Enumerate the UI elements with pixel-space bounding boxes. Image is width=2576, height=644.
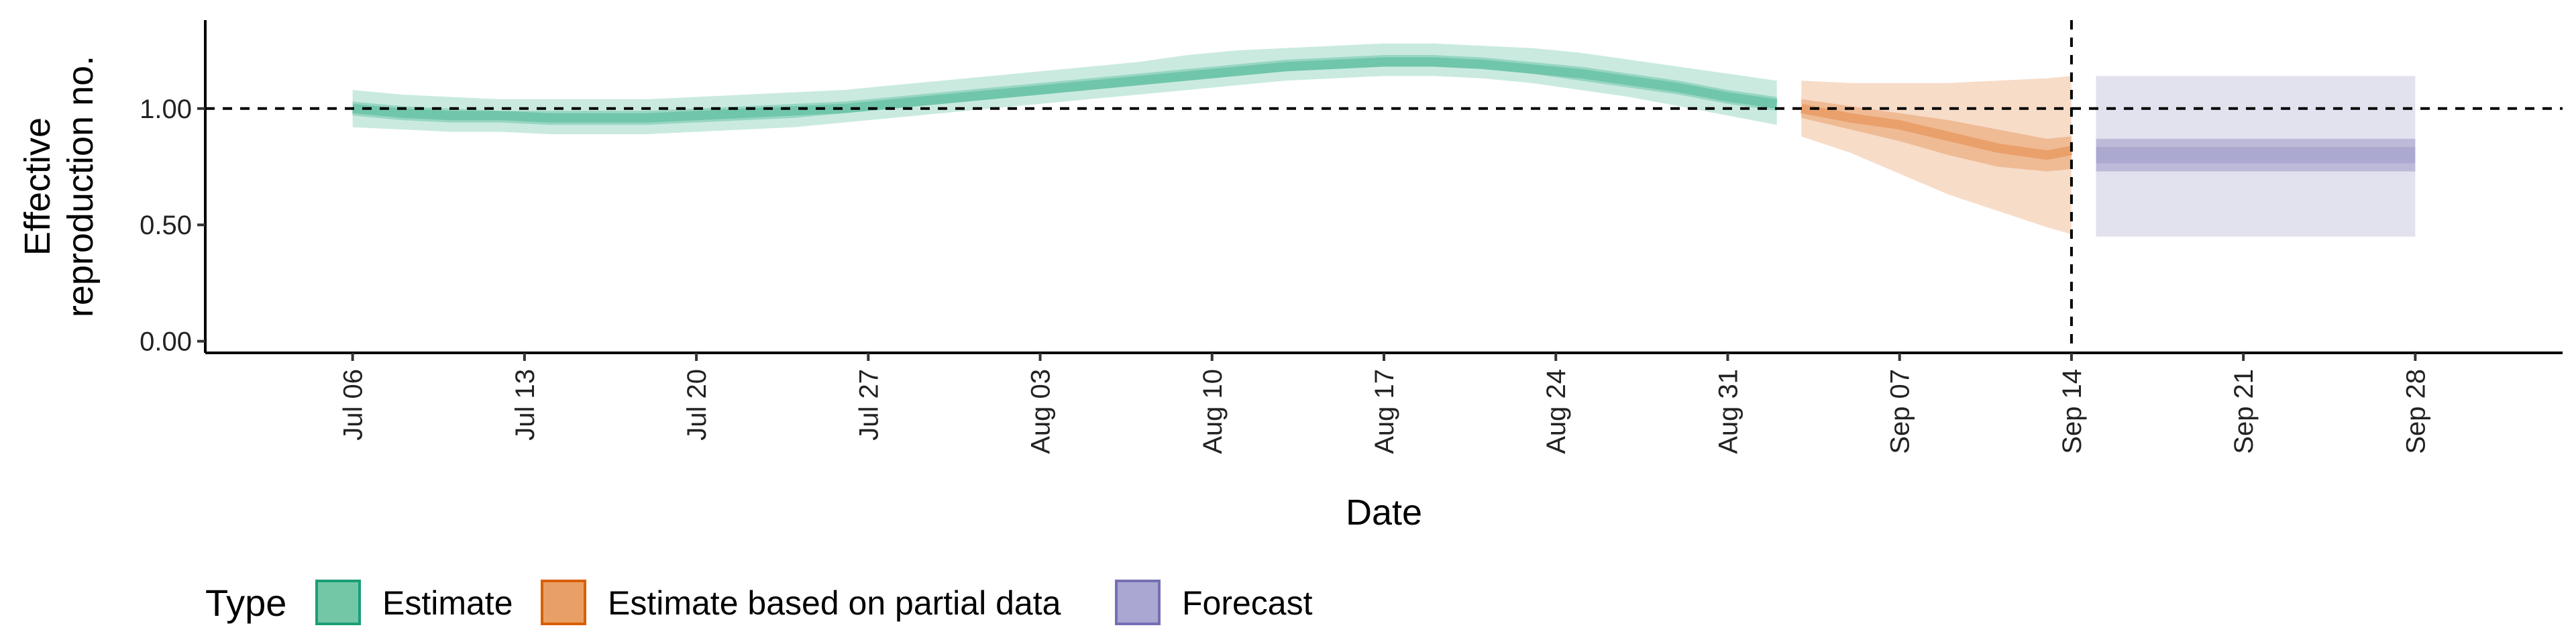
x-tick-label: Jul 06	[339, 369, 368, 441]
y-tick-label: 0.00	[140, 327, 192, 357]
legend-swatch-forecast	[1115, 580, 1161, 625]
legend-label-partial: Estimate based on partial data	[608, 584, 1061, 622]
x-tick-label: Aug 24	[1542, 369, 1571, 454]
legend-title: Type	[205, 582, 286, 624]
x-axis-title: Date	[1346, 492, 1422, 533]
reference-lines	[205, 20, 2563, 353]
legend-swatch-partial	[541, 580, 586, 625]
legend-label-estimate: Estimate	[382, 584, 513, 622]
x-tick-label: Aug 31	[1713, 369, 1743, 454]
median-line-estimate-based-on-partial-data	[1800, 103, 2073, 160]
y-tick-label: 1.00	[140, 95, 192, 124]
y-axis-title-line-1: Effective	[17, 117, 58, 256]
x-tick-label: Aug 17	[1370, 369, 1399, 454]
x-tick-label: Sep 07	[1886, 369, 1915, 454]
x-tick-label: Sep 28	[2401, 369, 2430, 454]
x-ticks: Jul 06 Jul 13 Jul 20 Jul 27 Aug 03 Aug 10 Aug …	[339, 353, 2430, 454]
median-line-estimate	[352, 57, 1778, 123]
x-tick-label: Sep 14	[2057, 369, 2087, 454]
legend: Type Estimate Estimate based on partial …	[205, 580, 1313, 625]
median-band-forecast	[2096, 147, 2416, 164]
x-tick-label: Jul 20	[682, 369, 712, 441]
x-tick-label: Aug 10	[1198, 369, 1228, 454]
x-tick-label: Aug 03	[1026, 369, 1056, 454]
x-tick-label: Jul 27	[854, 369, 883, 441]
chart-bands	[352, 43, 2416, 237]
y-ticks: 0.00 0.50 1.00	[140, 95, 205, 357]
x-tick-label: Sep 21	[2229, 369, 2259, 454]
x-tick-label: Jul 13	[511, 369, 540, 441]
legend-label-forecast: Forecast	[1182, 584, 1313, 622]
y-tick-label: 0.50	[140, 211, 192, 240]
y-axis-title-line-2: reproduction no.	[60, 56, 101, 317]
legend-swatch-estimate	[315, 580, 361, 625]
